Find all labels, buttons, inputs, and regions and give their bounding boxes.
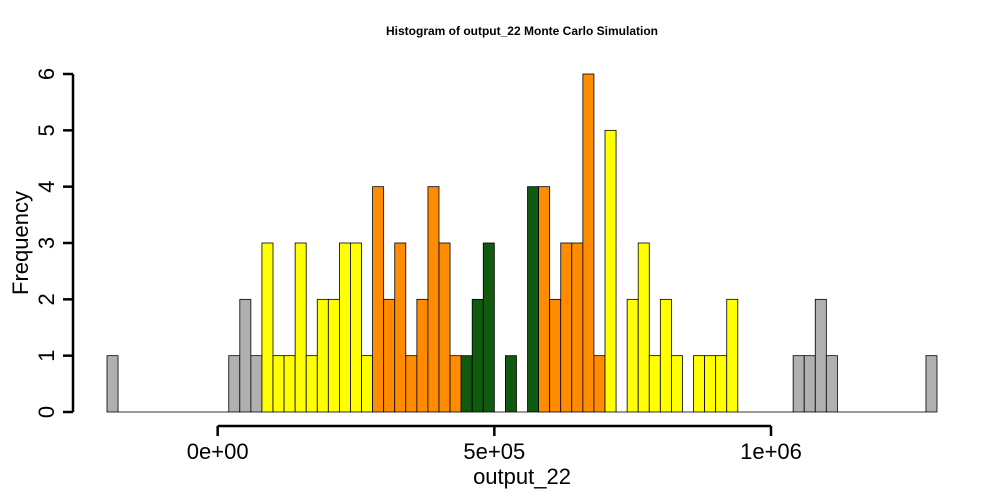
histogram-bar [671,355,683,413]
y-tick-label: 4 [34,181,59,193]
histogram-bar [825,355,838,413]
histogram-bar [316,298,329,413]
histogram-bar [593,355,606,413]
histogram-bar [504,355,517,413]
histogram-bar [327,298,340,413]
bars-group [106,73,938,413]
histogram-bar [637,242,650,413]
chart-title: Histogram of output_22 Monte Carlo Simul… [386,24,658,38]
histogram-bar [305,355,318,413]
histogram-bar [283,355,296,413]
histogram-bar [659,298,672,413]
histogram-bar [792,355,805,413]
histogram-bar [626,298,639,413]
histogram-bar [383,298,396,413]
histogram-bar [925,355,938,413]
histogram-bar [438,242,451,413]
histogram-bar [106,355,119,413]
x-tick-label: 5e+05 [463,439,525,464]
x-tick-label: 0e+00 [187,439,249,464]
y-axis: 0 1 2 3 4 5 6 [34,68,75,418]
histogram-bar [715,355,728,413]
y-tick-label: 6 [34,68,59,80]
histogram-bar [571,242,584,413]
histogram-bar [538,186,551,413]
histogram-bar [416,298,429,413]
histogram-bar [338,242,351,413]
y-tick-label: 1 [34,350,59,362]
histogram-bar [693,355,705,413]
histogram-bar [460,355,473,413]
y-tick-label: 5 [34,124,59,136]
histogram-bar [250,355,263,413]
histogram-bar [549,298,562,413]
x-axis-label: output_22 [473,464,571,489]
histogram-bar [427,186,440,413]
histogram-bar [704,355,717,413]
histogram-bar [814,298,827,413]
histogram-bar [582,73,595,413]
y-tick-label: 2 [34,293,59,305]
histogram-bar [471,298,484,413]
histogram-bar [261,242,274,413]
histogram-bar [527,186,539,413]
histogram-bar [272,355,285,413]
histogram-bar [648,355,661,413]
histogram-bar [405,355,418,413]
histogram-bar [726,298,739,413]
histogram-bar [294,242,307,413]
histogram-bar [482,242,495,413]
y-tick-label: 0 [34,406,59,418]
histogram-bar [803,355,816,413]
y-axis-label: Frequency [8,191,33,295]
histogram-bar [394,242,407,413]
histogram-bar [350,242,362,413]
histogram-bar [361,355,373,413]
histogram-bar [449,355,462,413]
y-tick-label: 3 [34,237,59,249]
x-tick-label: 1e+06 [740,439,802,464]
histogram-bar [560,242,573,413]
x-axis: 0e+00 5e+05 1e+06 [187,424,802,464]
histogram-bar [239,298,252,413]
histogram-bar [228,355,241,413]
histogram-bar [372,186,385,413]
histogram-bar [604,129,617,413]
